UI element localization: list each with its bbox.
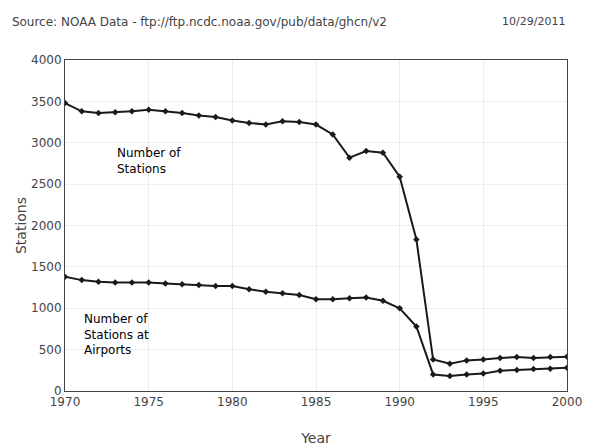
- svg-text:Year: Year: [300, 430, 331, 446]
- svg-text:0: 0: [54, 384, 62, 398]
- svg-text:Source: NOAA Data - ftp://ftp.: Source: NOAA Data - ftp://ftp.ncdc.noaa.…: [12, 15, 387, 29]
- svg-text:4000: 4000: [31, 53, 62, 67]
- svg-text:1000: 1000: [31, 301, 62, 315]
- svg-text:Stations: Stations: [13, 197, 29, 254]
- svg-text:2000: 2000: [552, 395, 583, 409]
- svg-text:1995: 1995: [468, 395, 499, 409]
- svg-text:1990: 1990: [384, 395, 415, 409]
- svg-text:3000: 3000: [31, 136, 62, 150]
- svg-text:2000: 2000: [31, 219, 62, 233]
- svg-text:1985: 1985: [301, 395, 332, 409]
- svg-text:1500: 1500: [31, 260, 62, 274]
- svg-text:Number ofStations atAirports: Number ofStations atAirports: [84, 312, 149, 357]
- svg-text:500: 500: [39, 343, 62, 357]
- svg-text:2500: 2500: [31, 177, 62, 191]
- svg-text:10/29/2011: 10/29/2011: [502, 15, 565, 28]
- svg-text:1970: 1970: [50, 395, 81, 409]
- svg-text:3500: 3500: [31, 95, 62, 109]
- svg-text:Number ofStations: Number ofStations: [117, 146, 181, 176]
- svg-text:1975: 1975: [133, 395, 164, 409]
- svg-text:1980: 1980: [217, 395, 248, 409]
